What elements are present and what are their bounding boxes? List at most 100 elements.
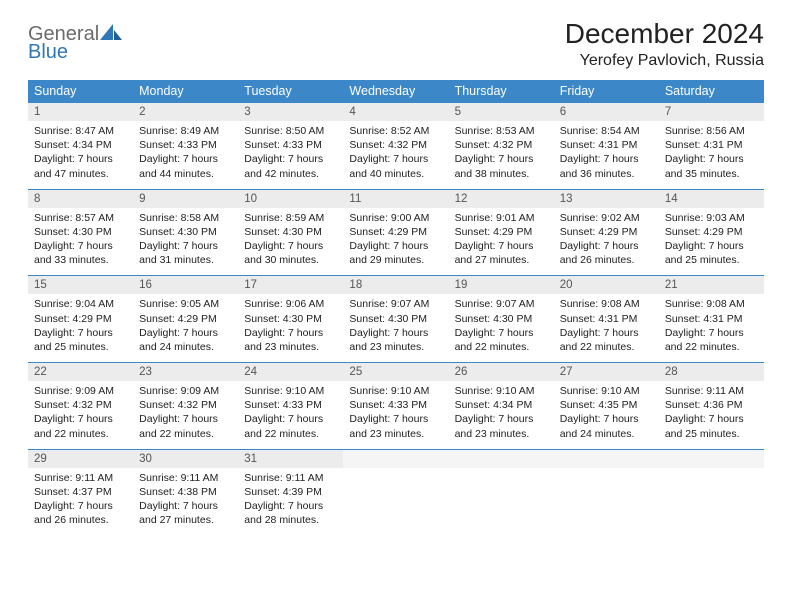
day-line-ss: Sunset: 4:29 PM [349, 225, 442, 239]
day-line-d1: Daylight: 7 hours [455, 152, 548, 166]
day-line-ss: Sunset: 4:36 PM [665, 398, 758, 412]
day-line-ss: Sunset: 4:30 PM [244, 312, 337, 326]
day-number: 1 [34, 106, 40, 118]
day-line-d2: and 36 minutes. [560, 167, 653, 181]
day-line-d1: Daylight: 7 hours [560, 152, 653, 166]
day-line-d2: and 44 minutes. [139, 167, 232, 181]
day-line-ss: Sunset: 4:38 PM [139, 485, 232, 499]
day-line-ss: Sunset: 4:33 PM [244, 398, 337, 412]
day-number-cell: 24 [238, 363, 343, 382]
day-line-ss: Sunset: 4:29 PM [34, 312, 127, 326]
day-line-d2: and 24 minutes. [139, 340, 232, 354]
day-number-cell: 30 [133, 449, 238, 468]
day-number-cell: 29 [28, 449, 133, 468]
day-body-cell: Sunrise: 8:50 AMSunset: 4:33 PMDaylight:… [238, 121, 343, 189]
day-line-d1: Daylight: 7 hours [139, 499, 232, 513]
day-number-cell: 27 [554, 363, 659, 382]
day-number: 26 [455, 366, 468, 378]
day-body-cell: Sunrise: 9:01 AMSunset: 4:29 PMDaylight:… [449, 208, 554, 276]
day-number: 27 [560, 366, 573, 378]
day-number-cell: 9 [133, 189, 238, 208]
day-line-d2: and 47 minutes. [34, 167, 127, 181]
day-line-sr: Sunrise: 9:01 AM [455, 211, 548, 225]
day-body-cell: Sunrise: 9:10 AMSunset: 4:35 PMDaylight:… [554, 381, 659, 449]
day-line-ss: Sunset: 4:34 PM [455, 398, 548, 412]
daynum-row: 2930 31 [28, 449, 764, 468]
day-number: 7 [665, 106, 671, 118]
daybody-row: Sunrise: 9:04 AMSunset: 4:29 PM Daylight:… [28, 294, 764, 362]
day-line-d2: and 31 minutes. [139, 253, 232, 267]
day-body-cell [554, 468, 659, 536]
page-header: General Blue December 2024 Yerofey Pavlo… [28, 18, 764, 70]
day-number-cell: 15 [28, 276, 133, 295]
day-number-cell: 23 [133, 363, 238, 382]
day-line-ss: Sunset: 4:29 PM [455, 225, 548, 239]
day-line-d2: and 23 minutes. [349, 427, 442, 441]
day-line-sr: Sunrise: 8:54 AM [560, 124, 653, 138]
day-number: 2 [139, 106, 145, 118]
day-line-sr: Sunrise: 9:04 AM [34, 297, 127, 311]
day-line-d2: and 27 minutes. [139, 513, 232, 527]
day-body-cell: Sunrise: 9:07 AMSunset: 4:30 PMDaylight:… [343, 294, 448, 362]
day-line-ss: Sunset: 4:30 PM [139, 225, 232, 239]
daybody-row: Sunrise: 9:11 AMSunset: 4:37 PMDaylight:… [28, 468, 764, 536]
day-body-cell: Sunrise: 9:00 AMSunset: 4:29 PMDaylight:… [343, 208, 448, 276]
day-number-cell [554, 449, 659, 468]
day-number-cell: 10 [238, 189, 343, 208]
day-number-cell: 3 [238, 103, 343, 122]
day-line-d2: and 22 minutes. [560, 340, 653, 354]
day-line-ss: Sunset: 4:30 PM [244, 225, 337, 239]
day-number: 19 [455, 279, 468, 291]
day-line-sr: Sunrise: 9:10 AM [455, 384, 548, 398]
day-line-d2: and 23 minutes. [244, 340, 337, 354]
day-line-sr: Sunrise: 9:09 AM [139, 384, 232, 398]
calendar-table: Sunday Monday Tuesday Wednesday Thursday… [28, 80, 764, 535]
day-number: 14 [665, 193, 678, 205]
day-line-d1: Daylight: 7 hours [139, 152, 232, 166]
day-line-ss: Sunset: 4:31 PM [665, 138, 758, 152]
day-number-cell: 16 [133, 276, 238, 295]
day-line-d1: Daylight: 7 hours [665, 239, 758, 253]
title-block: December 2024 Yerofey Pavlovich, Russia [565, 18, 764, 70]
day-line-sr: Sunrise: 8:56 AM [665, 124, 758, 138]
day-line-d2: and 26 minutes. [560, 253, 653, 267]
day-body-cell: Sunrise: 8:52 AMSunset: 4:32 PMDaylight:… [343, 121, 448, 189]
weekday-header: Tuesday [238, 80, 343, 103]
day-line-d1: Daylight: 7 hours [560, 239, 653, 253]
day-number-cell: 17 [238, 276, 343, 295]
day-number-cell: 4 [343, 103, 448, 122]
day-line-d1: Daylight: 7 hours [455, 412, 548, 426]
day-line-d1: Daylight: 7 hours [34, 412, 127, 426]
day-line-ss: Sunset: 4:33 PM [349, 398, 442, 412]
day-body-cell: Sunrise: 9:04 AMSunset: 4:29 PMDaylight:… [28, 294, 133, 362]
day-number: 18 [349, 279, 362, 291]
day-body-cell: Sunrise: 8:56 AMSunset: 4:31 PMDaylight:… [659, 121, 764, 189]
day-number: 22 [34, 366, 47, 378]
day-line-d2: and 25 minutes. [34, 340, 127, 354]
day-number-cell: 31 [238, 449, 343, 468]
day-number: 6 [560, 106, 566, 118]
day-body-cell: Sunrise: 9:09 AMSunset: 4:32 PMDaylight:… [133, 381, 238, 449]
day-line-ss: Sunset: 4:37 PM [34, 485, 127, 499]
day-line-ss: Sunset: 4:30 PM [349, 312, 442, 326]
day-body-cell: Sunrise: 9:07 AMSunset: 4:30 PMDaylight:… [449, 294, 554, 362]
day-line-d1: Daylight: 7 hours [349, 326, 442, 340]
day-number: 12 [455, 193, 468, 205]
day-line-sr: Sunrise: 8:52 AM [349, 124, 442, 138]
day-number: 16 [139, 279, 152, 291]
day-number-cell: 5 [449, 103, 554, 122]
day-number-cell: 14 [659, 189, 764, 208]
weekday-header: Sunday [28, 80, 133, 103]
day-number-cell: 28 [659, 363, 764, 382]
day-line-ss: Sunset: 4:30 PM [455, 312, 548, 326]
day-body-cell: Sunrise: 9:06 AMSunset: 4:30 PMDaylight:… [238, 294, 343, 362]
day-body-cell: Sunrise: 8:54 AMSunset: 4:31 PMDaylight:… [554, 121, 659, 189]
day-line-d1: Daylight: 7 hours [665, 326, 758, 340]
day-line-d2: and 26 minutes. [34, 513, 127, 527]
day-number-cell: 8 [28, 189, 133, 208]
day-number: 31 [244, 453, 257, 465]
day-line-ss: Sunset: 4:32 PM [139, 398, 232, 412]
day-line-d1: Daylight: 7 hours [455, 239, 548, 253]
day-body-cell: Sunrise: 9:10 AMSunset: 4:33 PMDaylight:… [238, 381, 343, 449]
daynum-row: 1 2 3456 7 [28, 103, 764, 122]
